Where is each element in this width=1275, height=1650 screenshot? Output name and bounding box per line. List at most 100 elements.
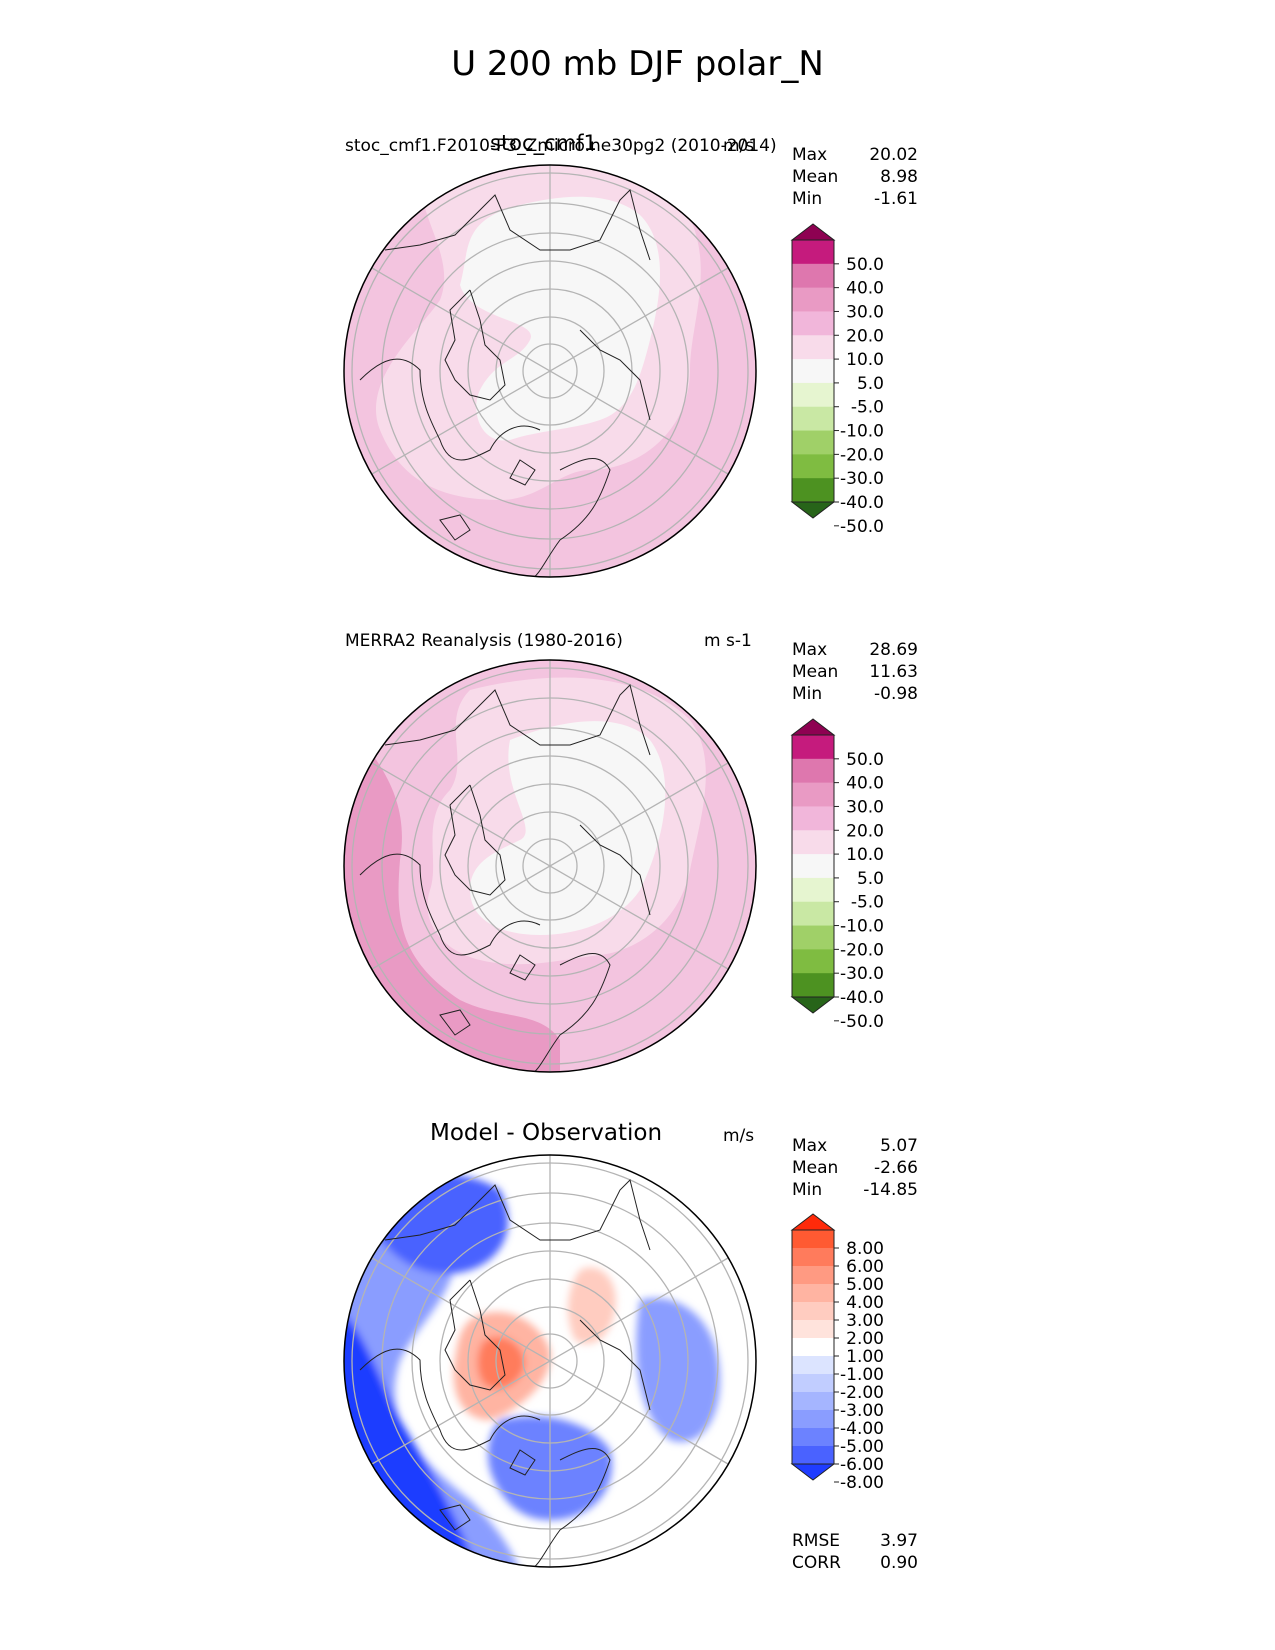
panel1-colorbar-segment: [792, 240, 834, 265]
panel2-colorbar-tick-label: 10.0: [846, 845, 884, 865]
panel2-map-border: [343, 659, 757, 1073]
panel1-colorbar: 50.0 40.0 30.0 20.0 10.0 5.0 -5.0 -10.0 -20.0 -30…: [790, 223, 884, 537]
panel2-colorbar-segment: [792, 830, 834, 855]
panel3-colorbar-segment: [792, 1266, 834, 1285]
panel2-colorbar-tick-label: 50.0: [846, 750, 884, 770]
panel3-colorbar-tick-label: 5.00: [846, 1275, 884, 1295]
panel2-stat-label: Min: [792, 684, 823, 704]
panel3-colorbar-segment: [792, 1230, 834, 1249]
figure-title: U 200 mb DJF polar_N: [451, 44, 824, 84]
panel2-colorbar-segment: [792, 854, 834, 879]
panel3-colorbar-tick-label: -8.00: [840, 1473, 884, 1493]
panel1-colorbar-extend-min: [790, 501, 836, 519]
panel1-stat-value: -1.61: [874, 189, 918, 209]
panel3-colorbar-tick-label: 2.00: [846, 1329, 884, 1349]
panel3-colorbar-segment: [792, 1284, 834, 1303]
panel2-colorbar-tick-label: -50.0: [840, 1012, 884, 1032]
panel2-colorbar-extend-max: [790, 718, 836, 736]
panel3-colorbar-segment: [792, 1356, 834, 1375]
panel3-colorbar-segment: [792, 1410, 834, 1429]
panel1-colorbar-tick-label: -40.0: [840, 493, 884, 513]
panel1-map: [343, 164, 757, 578]
panel2-units: m s-1: [704, 631, 752, 651]
panel3-field-positive-north: [568, 1267, 616, 1344]
panel3-map-border: [343, 1154, 757, 1568]
panel3-field-positive-core: [477, 1336, 525, 1389]
panel1-colorbar-segment: [792, 406, 834, 431]
panel2-colorbar-segment: [792, 925, 834, 950]
panel2-left-label: MERRA2 Reanalysis (1980-2016): [345, 631, 623, 651]
panel3-title: Model - Observation: [430, 1120, 663, 1146]
panel1-colorbar-tick-label: -50.0: [840, 517, 884, 537]
panel3-stat-label: Max: [792, 1136, 828, 1156]
panel2-colorbar-tick-label: 40.0: [846, 774, 884, 794]
panel1-colorbar-segment: [792, 263, 834, 289]
panel2-colorbar-segment: [792, 877, 834, 903]
panel2-field-band-near-zero: [470, 721, 666, 935]
panel3-colorbar-segment: [792, 1338, 834, 1357]
panel2-colorbar-segment: [792, 758, 834, 784]
panel1-stat-value: 8.98: [880, 167, 918, 187]
panel3-colorbar-extend-max: [790, 1213, 836, 1231]
panel3-colorbar-tick-label: 1.00: [846, 1347, 884, 1367]
panel1-colorbar-segment: [792, 287, 834, 312]
panel2-colorbar-tick-label: -10.0: [840, 917, 884, 937]
panel1-field-band-near-zero: [460, 196, 660, 441]
panel3-colorbar-segment: [792, 1392, 834, 1411]
panel3-colorbar-tick-label: 3.00: [846, 1311, 884, 1331]
panel2-colorbar-segment: [792, 806, 834, 831]
panel3-colorbar-tick-label: 4.00: [846, 1293, 884, 1313]
panel2-colorbar-tick-label: 30.0: [846, 797, 884, 817]
panel1-units: m/s: [723, 136, 755, 156]
panel3-stat-value: -14.85: [863, 1180, 918, 1200]
panel2-colorbar-tick-label: 5.0: [857, 869, 884, 889]
panel1-colorbar-outline: [791, 239, 835, 503]
panel3-stat-label: Mean: [792, 1158, 839, 1178]
panel3-colorbar-tick-label: -5.00: [840, 1437, 884, 1457]
panel3-colorbar-segment: [792, 1428, 834, 1447]
panel1-map-border: [343, 164, 757, 578]
panel3-colorbar-segment: [792, 1302, 834, 1321]
panel1-colorbar-extend-max: [790, 223, 836, 241]
panel2-colorbar-tick-label: -30.0: [840, 964, 884, 984]
panel3-colorbar: 8.006.005.004.003.002.001.00-1.00-2.00-3…: [790, 1213, 884, 1493]
panel1-left-label: stoc_cmf1.F2010-P3_Zmicro.ne30pg2 (2010-…: [345, 136, 777, 156]
panel3-colorbar-tick-label: -4.00: [840, 1419, 884, 1439]
panel3-stat-label: Min: [792, 1180, 823, 1200]
panel3-coastlines: [359, 1179, 651, 1567]
panel3-colorbar-tick-label: -2.00: [840, 1383, 884, 1403]
panel1-colorbar-tick-label: 20.0: [846, 326, 884, 346]
panel3-units: m/s: [723, 1126, 755, 1146]
panel1-stat-label: Min: [792, 189, 823, 209]
panel1-colorbar-tick-label: 40.0: [846, 279, 884, 299]
panel2-colorbar-outline: [791, 734, 835, 998]
panel3-colorbar-tick-label: -6.00: [840, 1455, 884, 1475]
panel3-corr-label: CORR: [792, 1553, 841, 1573]
panel1-coastlines: [359, 189, 651, 577]
panel2-colorbar-segment: [792, 901, 834, 926]
panel3-colorbar-segment: [792, 1374, 834, 1393]
panel1-stat-label: Mean: [792, 167, 839, 187]
panel3-graticule: [351, 1155, 749, 1567]
panel2-colorbar-tick-label: 20.0: [846, 821, 884, 841]
panel1-colorbar-tick-label: 50.0: [846, 255, 884, 275]
panel1-colorbar-tick-label: -10.0: [840, 422, 884, 442]
panel2-stat-label: Max: [792, 640, 828, 660]
panel1-colorbar-segment: [792, 311, 834, 336]
panel1-colorbar-tick-label: 5.0: [857, 374, 884, 394]
panel2-stat-label: Mean: [792, 662, 839, 682]
panel2-stat-value: -0.98: [874, 684, 918, 704]
panel3-colorbar-extend-min: [790, 1463, 836, 1481]
panel2-colorbar-tick-label: -40.0: [840, 988, 884, 1008]
panel2-colorbar-tick-label: -5.0: [851, 893, 884, 913]
panel3-colorbar-segment: [792, 1320, 834, 1339]
panel2-colorbar-segment: [792, 949, 834, 974]
panel3-colorbar-tick-label: -3.00: [840, 1401, 884, 1421]
panel1-colorbar-tick-label: -20.0: [840, 445, 884, 465]
panel2-colorbar-segment: [792, 735, 834, 760]
panel2-stat-value: 11.63: [869, 662, 918, 682]
panel2-colorbar-extend-min: [790, 996, 836, 1014]
panel1-stat-label: Max: [792, 145, 828, 165]
panel3-map: [343, 1154, 757, 1568]
